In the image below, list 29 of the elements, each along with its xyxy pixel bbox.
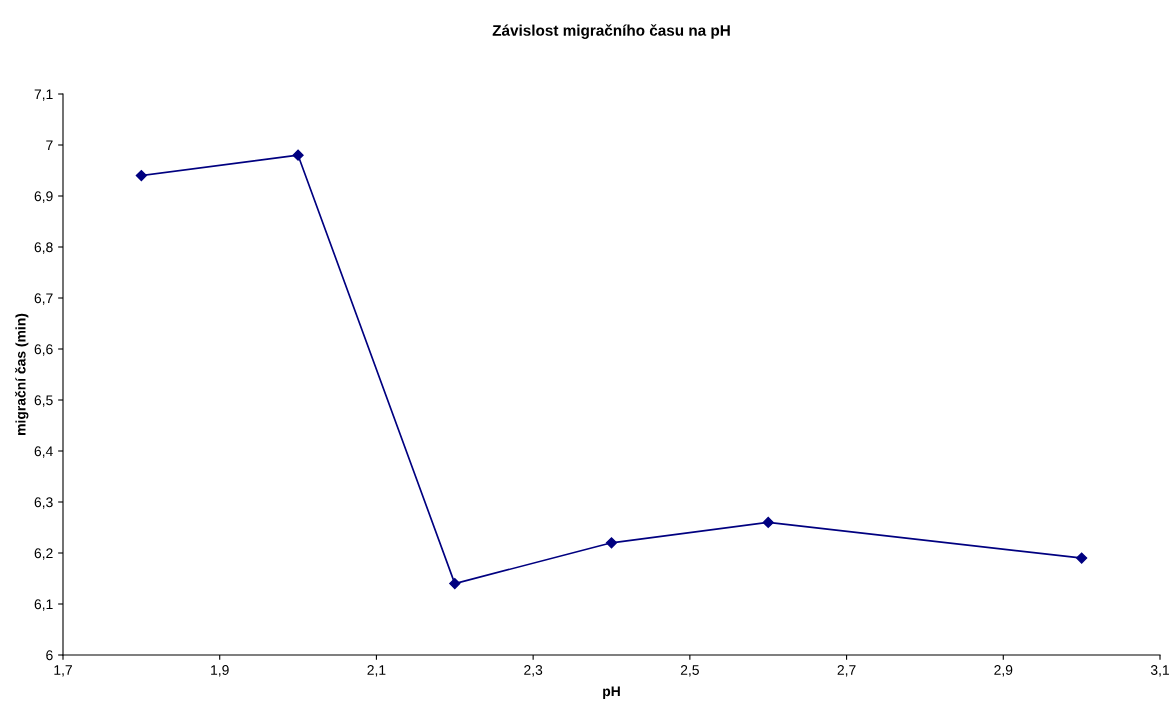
x-tick-label: 3,1 [1150, 665, 1169, 677]
x-tick-label: 2,3 [524, 665, 543, 677]
y-tick-label: 6,9 [34, 191, 53, 203]
y-tick-label: 6,8 [34, 242, 53, 254]
y-tick-label: 6,3 [34, 497, 53, 509]
point [605, 537, 618, 549]
point [449, 577, 461, 590]
x-tick-label: 2,5 [680, 665, 699, 677]
y-tick-label: 6,2 [34, 548, 53, 560]
chart-title: Závislost migračního času na pH [492, 24, 730, 39]
x-tick-label: 1,7 [54, 665, 72, 677]
y-tick-label: 7,1 [34, 89, 53, 101]
point [292, 149, 304, 161]
y-tick-label: 6,7 [34, 293, 53, 305]
point [135, 169, 147, 182]
point [762, 516, 774, 529]
y-axis-title: migrační čas (min) [15, 313, 29, 435]
y-tick-label: 6,6 [34, 344, 53, 356]
point [1076, 552, 1088, 564]
x-axis-title: pH [603, 686, 620, 699]
x-tick-label: 2,1 [367, 665, 386, 677]
y-tick-label: 7 [46, 140, 53, 151]
x-tick-label: 1,9 [211, 665, 229, 677]
y-tick-label: 6,1 [34, 599, 53, 611]
y-tick-label: 6,4 [34, 446, 53, 458]
x-tick-label: 2,9 [994, 665, 1013, 677]
y-tick-label: 6 [46, 650, 53, 661]
y-tick-label: 6,5 [34, 395, 53, 407]
x-tick-label: 2,7 [837, 665, 856, 677]
